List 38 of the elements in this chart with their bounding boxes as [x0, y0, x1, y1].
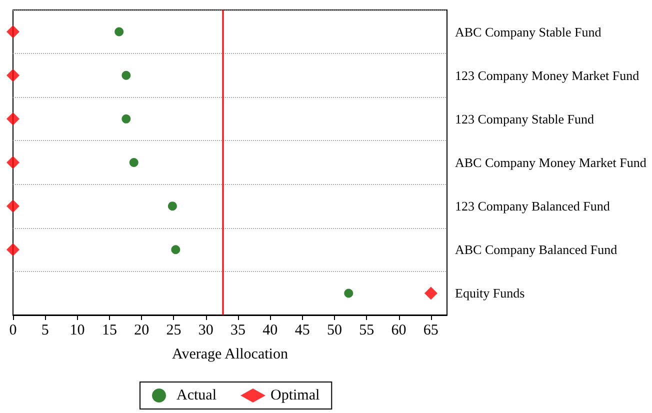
x-tick-label: 60 [391, 322, 406, 338]
x-tick-label: 35 [230, 322, 246, 338]
point [6, 200, 20, 213]
x-tick-label: 50 [326, 322, 342, 338]
legend-label: Actual [176, 388, 216, 404]
point [6, 25, 20, 38]
x-tick-label: 20 [134, 322, 150, 338]
x-tick-label: 25 [166, 322, 182, 338]
y-tick-label: 123 Company Money Market Fund [455, 68, 640, 83]
point [114, 27, 124, 36]
x-tick-label: 5 [41, 322, 49, 338]
point [6, 68, 20, 82]
x-tick-label: 15 [102, 322, 117, 338]
x-tick-label: 55 [359, 322, 374, 338]
point [122, 70, 131, 80]
y-tick-label: Equity Funds [455, 286, 525, 301]
point [168, 202, 177, 211]
point [6, 112, 20, 126]
point [424, 286, 438, 300]
x-axis-title: Average Allocation [172, 346, 288, 362]
point [6, 156, 20, 169]
y-tick-label: ABC Company Stable Fund [455, 24, 602, 40]
point [129, 158, 138, 167]
point [171, 245, 180, 254]
x-tick-label: 10 [70, 322, 85, 338]
y-tick-label: 123 Company Stable Fund [455, 111, 595, 126]
x-tick-label: 40 [262, 322, 278, 338]
point [122, 114, 131, 124]
x-tick-label: 0 [9, 322, 17, 338]
point [344, 288, 354, 298]
x-tick-label: 45 [294, 322, 310, 338]
y-tick-label: 123 Company Balanced Fund [455, 198, 610, 214]
x-tick-label: 65 [423, 322, 438, 338]
point [6, 243, 20, 256]
legend-label: Optimal [270, 388, 320, 404]
y-tick-label: ABC Company Balanced Fund [455, 242, 618, 258]
x-tick-label: 30 [198, 322, 214, 338]
y-tick-label: ABC Company Money Market Fund [455, 155, 647, 170]
